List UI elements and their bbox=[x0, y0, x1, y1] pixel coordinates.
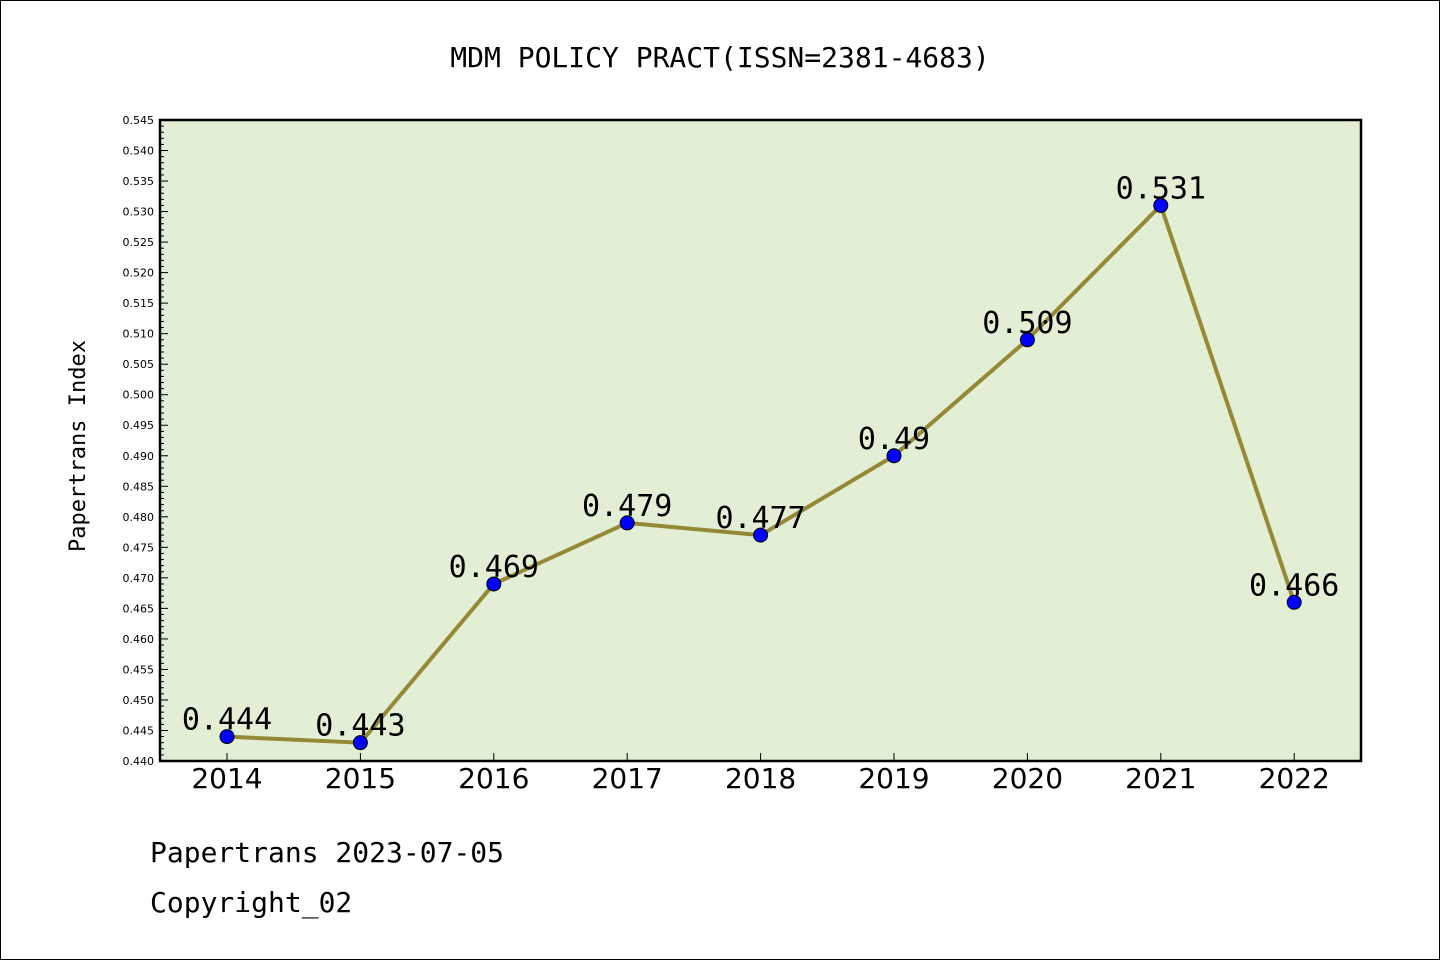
data-point bbox=[753, 527, 769, 543]
data-label: 0.531 bbox=[1116, 171, 1206, 206]
data-point bbox=[1286, 594, 1302, 610]
chart-title: MDM POLICY PRACT(ISSN=2381-4683) bbox=[450, 41, 989, 74]
data-point bbox=[619, 515, 635, 531]
x-axis-tick-labels: 2014 2015 2016 2017 2018 2019 2020 2021 2022 bbox=[191, 762, 1329, 795]
data-labels: 0.444 0.443 0.469 0.479 0.477 0.49 0.509 0.531 0… bbox=[182, 171, 1340, 743]
y-tick-label: 0.455 bbox=[123, 663, 155, 676]
x-tick-label: 2019 bbox=[858, 762, 929, 795]
x-tick-label: 2018 bbox=[725, 762, 796, 795]
x-tick-label: 2017 bbox=[592, 762, 663, 795]
data-point-markers bbox=[219, 197, 1302, 751]
y-tick-label: 0.485 bbox=[123, 480, 155, 493]
x-tick-label: 2015 bbox=[325, 762, 396, 795]
y-tick-label: 0.465 bbox=[123, 602, 155, 615]
y-tick-label: 0.545 bbox=[123, 114, 155, 127]
data-label: 0.509 bbox=[982, 306, 1072, 341]
y-tick-label: 0.450 bbox=[123, 694, 155, 707]
y-tick-label: 0.510 bbox=[123, 328, 155, 341]
data-point bbox=[1153, 197, 1169, 213]
y-tick-label: 0.525 bbox=[123, 236, 155, 249]
data-point bbox=[886, 448, 902, 464]
y-tick-label: 0.445 bbox=[123, 724, 155, 737]
y-axis-ticks bbox=[160, 119, 168, 762]
x-tick-label: 2022 bbox=[1259, 762, 1330, 795]
x-tick-label: 2020 bbox=[992, 762, 1063, 795]
data-label: 0.469 bbox=[449, 550, 539, 585]
y-tick-label: 0.470 bbox=[123, 572, 155, 585]
footer-copyright: Copyright_02 bbox=[150, 886, 353, 919]
y-tick-label: 0.535 bbox=[123, 175, 155, 188]
data-label: 0.444 bbox=[182, 703, 272, 738]
y-axis-tick-labels: 0.440 0.445 0.450 0.455 0.460 0.465 0.470 0.475… bbox=[123, 114, 155, 768]
y-tick-label: 0.490 bbox=[123, 450, 155, 463]
y-tick-label: 0.460 bbox=[123, 633, 155, 646]
data-label: 0.443 bbox=[315, 709, 405, 744]
y-tick-label: 0.530 bbox=[123, 206, 155, 219]
data-point bbox=[352, 735, 368, 751]
y-tick-label: 0.440 bbox=[123, 755, 155, 768]
data-label: 0.477 bbox=[715, 501, 805, 536]
footer-date: Papertrans 2023-07-05 bbox=[150, 836, 505, 869]
data-label: 0.49 bbox=[858, 422, 930, 457]
y-tick-label: 0.505 bbox=[123, 358, 155, 371]
x-tick-label: 2014 bbox=[191, 762, 262, 795]
plot-area bbox=[158, 118, 1363, 763]
data-label: 0.466 bbox=[1249, 568, 1339, 603]
data-label: 0.479 bbox=[582, 489, 672, 524]
x-tick-label: 2021 bbox=[1125, 762, 1196, 795]
y-tick-label: 0.480 bbox=[123, 511, 155, 524]
data-point bbox=[486, 576, 502, 592]
y-tick-label: 0.475 bbox=[123, 541, 155, 554]
data-point bbox=[1019, 332, 1035, 348]
y-tick-label: 0.500 bbox=[123, 389, 155, 402]
data-point bbox=[219, 729, 235, 745]
x-axis-ticks bbox=[226, 753, 1295, 761]
y-tick-label: 0.515 bbox=[123, 297, 155, 310]
x-tick-label: 2016 bbox=[458, 762, 529, 795]
y-tick-label: 0.540 bbox=[123, 145, 155, 158]
y-axis-label: Papertrans Index bbox=[66, 340, 91, 552]
y-tick-label: 0.495 bbox=[123, 419, 155, 432]
y-tick-label: 0.520 bbox=[123, 267, 155, 280]
